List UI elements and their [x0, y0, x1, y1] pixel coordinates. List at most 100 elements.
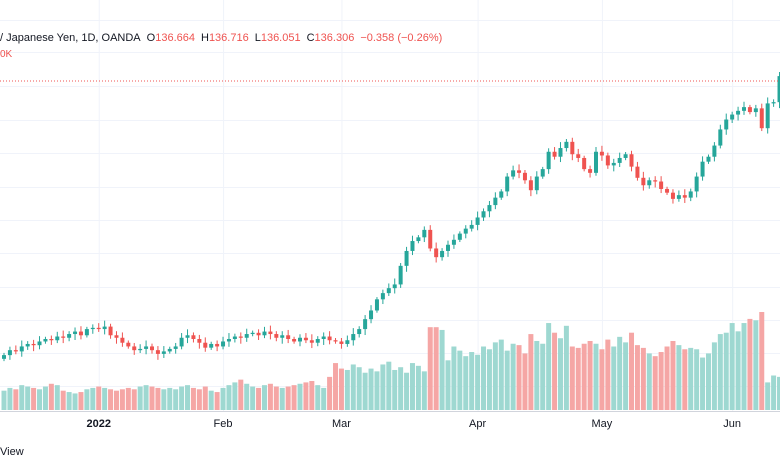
volume-bar — [475, 355, 480, 410]
candle — [730, 112, 734, 123]
candle-body — [245, 334, 249, 338]
volume-bar — [256, 388, 261, 410]
candle — [482, 208, 486, 221]
candle — [446, 241, 450, 257]
candle-body — [641, 178, 645, 185]
candle — [635, 162, 639, 181]
candle — [493, 192, 497, 209]
candle-body — [405, 251, 409, 266]
candle-body — [701, 162, 705, 177]
volume-bar — [647, 353, 652, 410]
volume-bar — [623, 342, 628, 410]
candle — [20, 340, 24, 356]
candle-body — [541, 169, 545, 176]
candle-body — [618, 158, 622, 163]
candle-body — [186, 335, 190, 337]
candle — [14, 345, 18, 354]
volume-bar — [191, 388, 196, 410]
volume-bar — [759, 312, 764, 410]
volume-bar — [422, 371, 427, 410]
candle — [564, 139, 568, 152]
candle — [257, 329, 261, 340]
candle — [387, 283, 391, 296]
candle-body — [280, 335, 284, 337]
candle — [405, 247, 409, 272]
volume-bar — [215, 392, 220, 410]
candle — [120, 332, 124, 346]
candle-body — [20, 346, 24, 351]
x-tick-label-feb: Feb — [214, 418, 233, 430]
volume-bar — [363, 373, 368, 410]
volume-bar — [250, 387, 255, 410]
candle-body — [434, 248, 438, 257]
candle-body — [292, 339, 296, 341]
volume-bar — [641, 348, 646, 410]
candle — [197, 335, 201, 349]
candle-body — [91, 328, 95, 329]
candle-body — [576, 154, 580, 158]
candle-body — [328, 337, 332, 341]
volume-bar — [67, 392, 72, 410]
volume-bar — [517, 345, 522, 410]
x-tick-label-may: May — [592, 418, 613, 430]
volume-bar — [280, 388, 285, 410]
candle — [618, 153, 622, 167]
candle — [322, 332, 326, 345]
volume-bar — [540, 344, 545, 410]
volume-legend-value: 0K — [0, 49, 12, 60]
candle-body — [683, 195, 687, 197]
candle-body — [766, 103, 770, 128]
volume-bar — [665, 347, 670, 410]
candle — [434, 243, 438, 263]
candle — [754, 105, 758, 117]
candle-body — [316, 339, 320, 343]
volume-bar — [706, 353, 711, 410]
volume-bar — [398, 367, 403, 410]
candle-body — [558, 148, 562, 157]
high-key: H — [201, 32, 209, 44]
volume-bar — [78, 392, 83, 410]
candle-body — [452, 240, 456, 245]
candle — [476, 212, 480, 231]
candle-body — [671, 193, 675, 199]
volume-bar — [499, 340, 504, 410]
grid-lines — [0, 0, 780, 411]
footer-view-text[interactable]: View — [0, 446, 24, 458]
candle — [458, 231, 462, 242]
candle — [499, 189, 503, 200]
candle-body — [647, 180, 651, 185]
volume-bar — [629, 333, 634, 410]
volume-bar — [61, 391, 66, 410]
volume-bar — [298, 384, 303, 410]
candle — [351, 328, 355, 345]
candle — [79, 326, 83, 339]
candle-body — [32, 344, 36, 345]
candle — [677, 190, 681, 201]
candle — [180, 333, 184, 349]
volume-bar — [73, 393, 78, 410]
candle — [701, 156, 705, 180]
candle-body — [97, 328, 101, 329]
candle — [245, 329, 249, 342]
volume-bar — [31, 388, 36, 410]
candle-body — [689, 191, 693, 197]
volume-bar — [155, 388, 160, 410]
volume-bar — [682, 349, 687, 410]
low-value: 136.051 — [261, 32, 301, 44]
volume-bar — [688, 348, 693, 410]
candle-body — [268, 332, 272, 334]
candle-body — [334, 340, 338, 341]
volume-bar — [351, 364, 356, 410]
candle-body — [251, 333, 255, 334]
candle — [523, 170, 527, 184]
candle — [487, 201, 491, 217]
volume-bar — [493, 342, 498, 410]
volume-bar — [108, 389, 113, 410]
candle — [712, 142, 716, 161]
volume-bars — [2, 312, 780, 410]
volume-bar — [374, 371, 379, 410]
volume-bar — [410, 363, 415, 410]
candle-body — [523, 173, 527, 180]
